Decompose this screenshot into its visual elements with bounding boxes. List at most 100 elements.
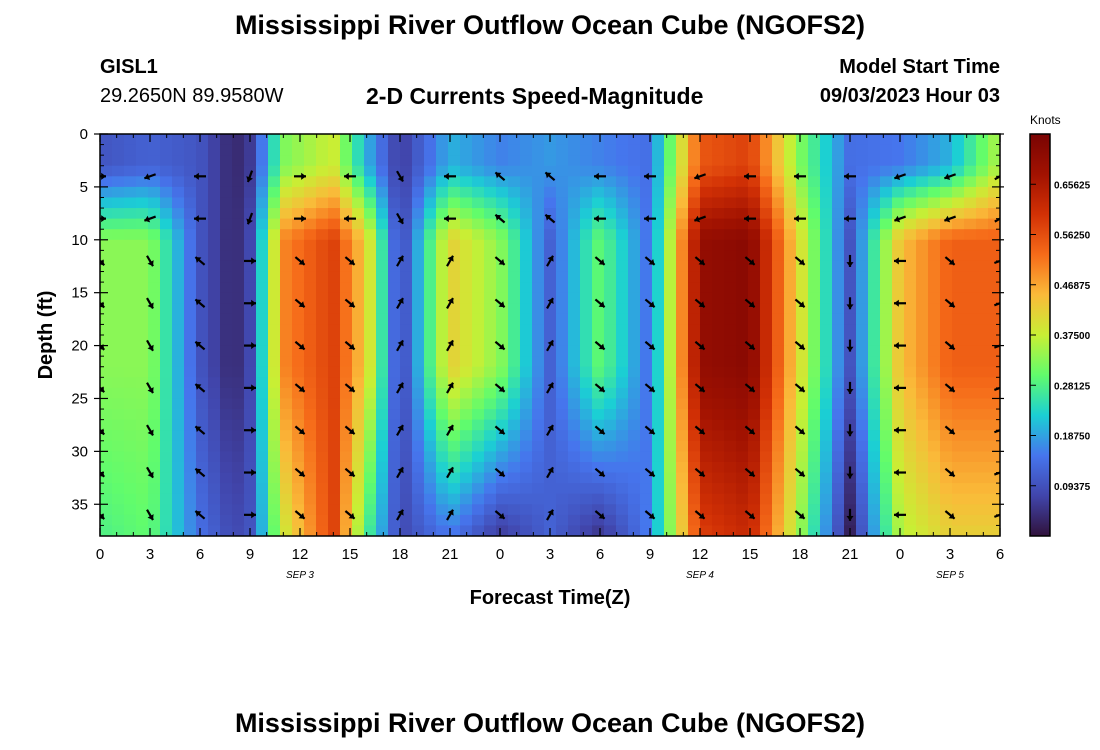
- heatmap-cell: [460, 483, 473, 495]
- heatmap-cell: [136, 514, 149, 527]
- heatmap-cell: [628, 356, 641, 368]
- heatmap-cell: [364, 155, 377, 167]
- heatmap-cell: [652, 483, 665, 495]
- heatmap-cell: [280, 208, 293, 220]
- heatmap-cell: [580, 282, 593, 294]
- heatmap-cell: [880, 525, 893, 536]
- heatmap-cell: [868, 451, 881, 463]
- current-arrow: [846, 339, 854, 352]
- heatmap-cell: [196, 282, 209, 294]
- heatmap-cell: [424, 260, 437, 273]
- heatmap-cell: [520, 483, 533, 495]
- heatmap-cell: [796, 461, 809, 474]
- heatmap-cell: [184, 366, 197, 378]
- heatmap-cell: [376, 186, 389, 199]
- heatmap-cell: [148, 197, 161, 209]
- heatmap-cell: [436, 197, 449, 209]
- heatmap-cell: [364, 176, 377, 188]
- heatmap-cell: [160, 303, 173, 315]
- heatmap-cell: [400, 313, 413, 326]
- heatmap-cell: [784, 335, 797, 347]
- heatmap-cell: [208, 303, 221, 315]
- heatmap-cell: [100, 313, 113, 326]
- heatmap-cell: [280, 134, 293, 146]
- heatmap-cell: [580, 144, 593, 156]
- heatmap-cell: [856, 144, 869, 156]
- heatmap-cell: [976, 451, 989, 463]
- heatmap-cell: [424, 155, 437, 167]
- heatmap-cell: [772, 186, 785, 199]
- heatmap-cell: [388, 144, 401, 156]
- heatmap-cell: [376, 218, 389, 230]
- heatmap-cell: [436, 356, 449, 368]
- heatmap-cell: [316, 155, 329, 167]
- heatmap-cell: [832, 451, 845, 463]
- heatmap-cell: [484, 260, 497, 273]
- heatmap-cell: [964, 514, 977, 527]
- heatmap-cell: [484, 461, 497, 474]
- heatmap-cell: [916, 303, 929, 315]
- heatmap-cell: [328, 387, 341, 400]
- heatmap-cell: [928, 250, 941, 262]
- heatmap-cell: [100, 292, 113, 304]
- heatmap-cell: [604, 218, 617, 230]
- heatmap-cell: [280, 356, 293, 368]
- heatmap-cell: [496, 313, 509, 326]
- heatmap-cell: [196, 239, 209, 251]
- heatmap-cell: [172, 155, 185, 167]
- heatmap-cell: [412, 324, 425, 336]
- heatmap-cell: [244, 440, 257, 452]
- heatmap-cell: [472, 134, 485, 146]
- heatmap-cell: [316, 218, 329, 230]
- heatmap-cell: [652, 430, 665, 442]
- heatmap-cell: [748, 472, 761, 484]
- heatmap-cell: [928, 271, 941, 283]
- heatmap-cell: [472, 493, 485, 505]
- heatmap-cell: [160, 440, 173, 452]
- heatmap-cell: [928, 461, 941, 474]
- current-arrow: [594, 340, 606, 351]
- heatmap-cell: [568, 186, 581, 199]
- heatmap-cell: [160, 282, 173, 294]
- heatmap-cell: [160, 387, 173, 400]
- heatmap-cell: [712, 144, 725, 156]
- heatmap-cell: [304, 398, 317, 410]
- heatmap-cell: [472, 197, 485, 209]
- date-labels: SEP 3 SEP 4 SEP 5: [286, 570, 964, 581]
- heatmap-cell: [568, 239, 581, 251]
- heatmap-cell: [496, 176, 509, 188]
- heatmap-cell: [184, 218, 197, 230]
- heatmap-cell: [808, 430, 821, 442]
- heatmap-cell: [844, 218, 857, 230]
- heatmap-cell: [316, 483, 329, 495]
- heatmap-cell: [508, 419, 521, 431]
- heatmap-cell: [424, 271, 437, 283]
- heatmap-cell: [652, 144, 665, 156]
- heatmap-cell: [364, 197, 377, 209]
- heatmap-cell: [460, 282, 473, 294]
- heatmap-cell: [544, 504, 557, 516]
- current-arrow: [446, 509, 454, 521]
- heatmap-cell: [604, 440, 617, 452]
- heatmap-cell: [976, 134, 989, 146]
- heatmap-cell: [112, 176, 125, 188]
- heatmap-cell: [616, 250, 629, 262]
- heatmap-cell: [748, 409, 761, 421]
- heatmap-cell: [520, 472, 533, 484]
- heatmap-cell: [328, 271, 341, 283]
- heatmap-cell: [244, 419, 257, 431]
- heatmap-cell: [304, 514, 317, 527]
- heatmap-cell: [400, 409, 413, 421]
- heatmap-cell: [364, 324, 377, 336]
- heatmap-cell: [616, 155, 629, 167]
- heatmap-cell: [904, 260, 917, 273]
- current-arrow: [244, 342, 256, 350]
- heatmap-cell: [532, 271, 545, 283]
- heatmap-cell: [556, 345, 569, 357]
- heatmap-cell: [820, 303, 833, 315]
- heatmap-cell: [856, 345, 869, 357]
- heatmap-cell: [496, 155, 509, 167]
- heatmap-cell: [556, 260, 569, 273]
- heatmap-cell: [448, 335, 461, 347]
- heatmap-cell: [472, 303, 485, 315]
